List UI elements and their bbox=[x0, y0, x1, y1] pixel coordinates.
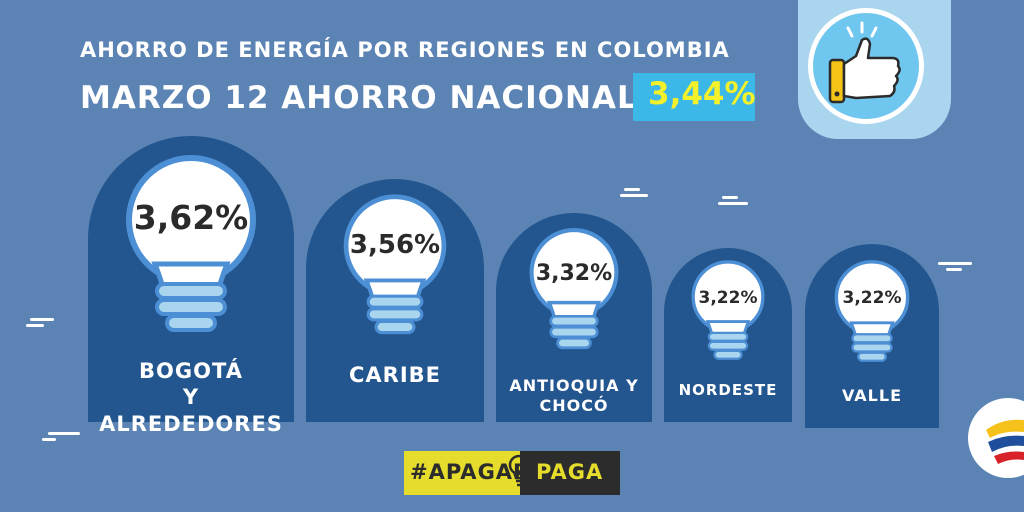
region-label-line1: NORDESTE bbox=[678, 381, 778, 399]
national-savings-value: 3,44% bbox=[648, 76, 756, 112]
decor-dash bbox=[26, 324, 44, 327]
region-label-line1: BOGOTÁ bbox=[139, 359, 243, 383]
campaign-tag-right bbox=[520, 451, 620, 495]
region-label-line2: Y ALREDEDORES bbox=[99, 385, 283, 436]
region-label-line1: ANTIOQUIA Y bbox=[509, 376, 639, 395]
region-label: VALLE bbox=[805, 386, 939, 406]
region-label: BOGOTÁ Y ALREDEDORES bbox=[88, 358, 294, 437]
light-bulb-icon bbox=[508, 454, 530, 487]
campaign-tag-text-right: PAGA bbox=[536, 460, 604, 484]
region-percent: 3,32% bbox=[535, 261, 613, 286]
decor-dash bbox=[946, 268, 962, 271]
region-label-line2: CHOCÓ bbox=[539, 396, 609, 415]
thumbs-up-circle bbox=[808, 8, 924, 124]
decor-dash bbox=[30, 318, 54, 321]
national-value-highlight bbox=[633, 73, 755, 121]
light-bulb-icon bbox=[529, 228, 619, 350]
decor-dash bbox=[722, 196, 738, 199]
region-label: NORDESTE bbox=[664, 381, 792, 400]
region-percent: 3,22% bbox=[698, 288, 758, 308]
decor-dash bbox=[48, 432, 80, 435]
thumbs-up-icon bbox=[828, 21, 901, 104]
campaign-tag-left bbox=[404, 451, 520, 495]
region-label: ANTIOQUIA Y CHOCÓ bbox=[496, 376, 652, 416]
decor-dash bbox=[938, 262, 972, 265]
colombia-logo-icon bbox=[968, 398, 1024, 478]
decor-dash bbox=[718, 202, 748, 205]
light-bulb-icon bbox=[126, 155, 256, 332]
campaign-tag bbox=[404, 451, 620, 495]
decor-dash bbox=[624, 188, 640, 191]
light-bulb-icon bbox=[343, 194, 447, 335]
national-savings-label: MARZO 12 AHORRO NACIONAL: bbox=[80, 80, 652, 116]
region-percent: 3,56% bbox=[349, 230, 441, 260]
decor-dash bbox=[42, 438, 56, 441]
region-percent: 3,22% bbox=[842, 288, 902, 308]
decor-dash bbox=[620, 194, 648, 197]
light-bulb-icon bbox=[691, 260, 765, 360]
page-title: AHORRO DE ENERGÍA POR REGIONES EN COLOMB… bbox=[80, 38, 730, 62]
region-percent: 3,62% bbox=[133, 198, 249, 237]
light-bulb-icon bbox=[834, 260, 910, 362]
region-label-line1: VALLE bbox=[842, 386, 902, 405]
region-label: CARIBE bbox=[306, 362, 484, 388]
region-label-line1: CARIBE bbox=[349, 363, 441, 387]
